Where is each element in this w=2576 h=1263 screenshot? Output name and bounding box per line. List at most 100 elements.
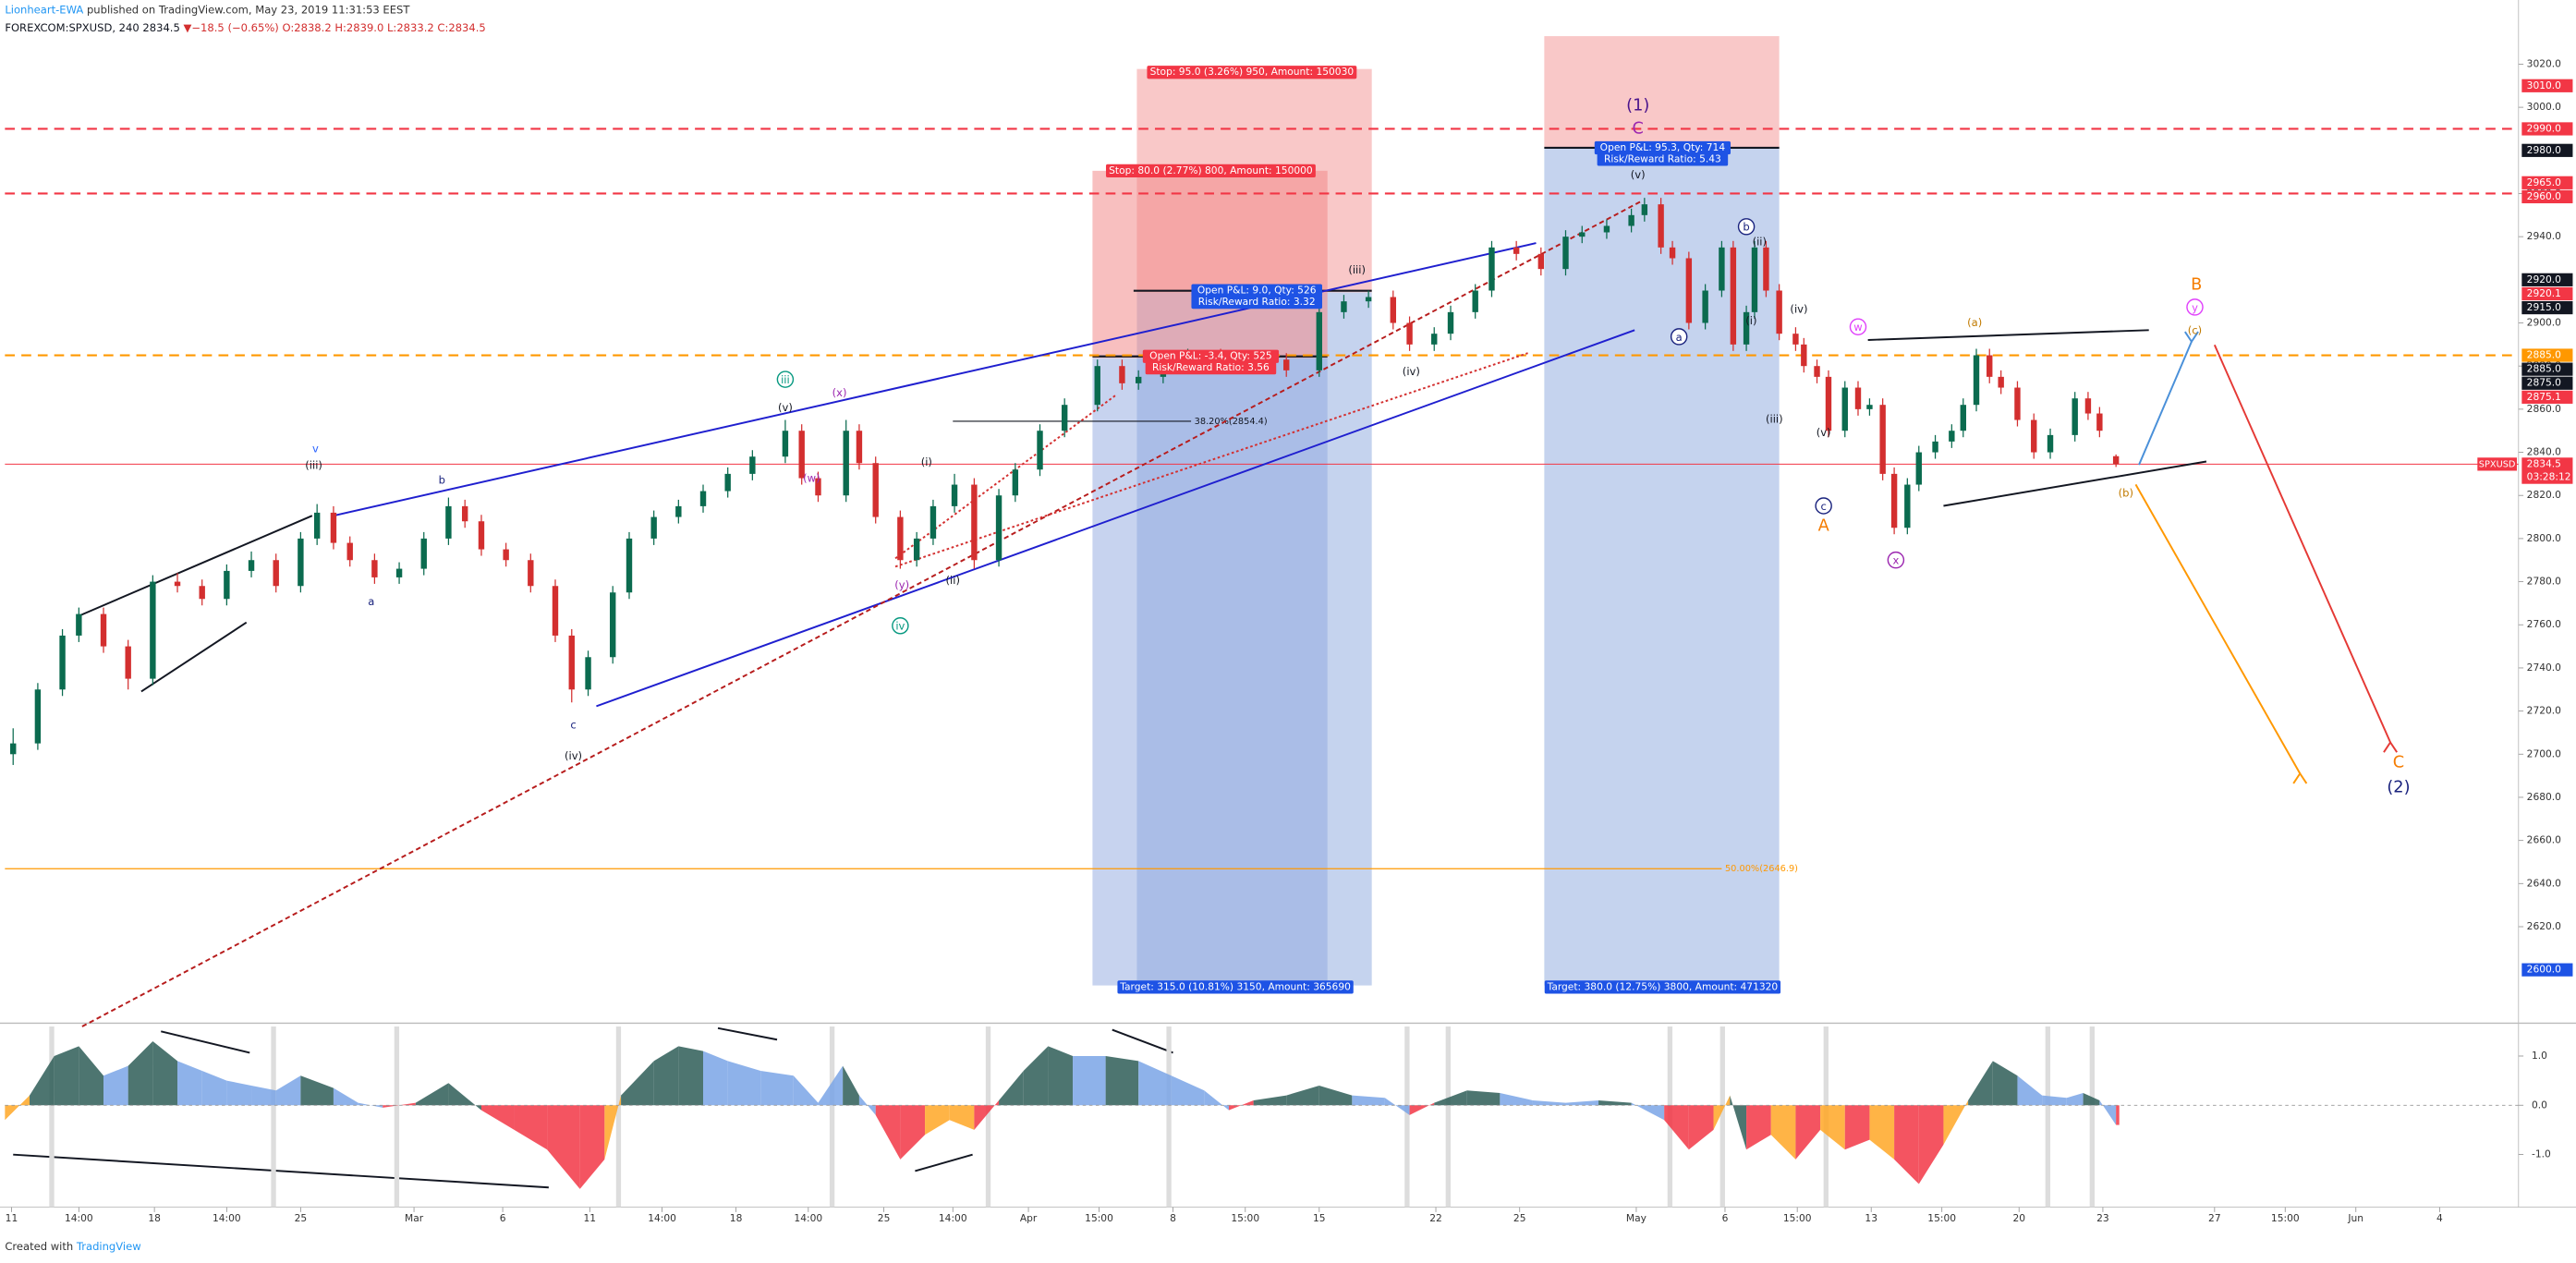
trend-line [161,1030,250,1054]
candle-body [330,512,337,543]
candle-body [610,592,616,658]
candle-body [346,542,353,561]
candle-body [1562,237,1569,270]
candle-body [2096,413,2103,431]
candle-body [856,431,863,464]
last-symbol-bg [2477,457,2517,471]
oscillator-area [1770,1105,1796,1160]
oscillator-area [1318,1085,1353,1106]
candle-body [298,538,304,587]
candle-body [1915,452,1922,485]
candle-body [273,560,279,587]
price-tag-label: 2980.0 [2527,144,2562,156]
trend-line [1867,329,2149,341]
candle-body [568,635,575,690]
candle-body [1135,376,1142,383]
oscillator-area [2116,1105,2120,1125]
oscillator-area [1073,1055,1106,1106]
wave-label: y [2192,301,2198,314]
osc-tick-label: -1.0 [2532,1148,2551,1160]
oscillator-area [2042,1095,2067,1106]
oscillator-area [54,1046,79,1106]
price-tag [2521,300,2573,315]
candle-body [1702,290,1708,323]
x-tick-label: 15:00 [1927,1212,1956,1224]
oscillator-area [999,1070,1024,1106]
wave-label: a [1676,331,1683,344]
oscillator-area [201,1070,227,1106]
oscillator-area [1532,1099,1566,1106]
wave-label: (iii) [1348,263,1366,276]
candle-body [1890,473,1898,528]
oscillator-area [843,1065,859,1106]
candle-body [626,538,633,593]
position-label: Open P&L: 95.3, Qty: 714 [1600,141,1726,153]
candle-body [1792,334,1799,345]
oscillator-area [621,1061,654,1106]
x-tick-label: May [1626,1212,1646,1224]
session-marker [1404,1026,1410,1208]
session-marker [394,1026,400,1208]
oscillator-area [480,1105,515,1130]
wave-label: w [1853,321,1862,334]
oscillator-area [604,1095,622,1160]
change: −18.5 (−0.65%) [191,21,278,34]
wave-circle [1815,497,1832,515]
footer: Created with TradingView [5,1240,140,1253]
candle-body [1513,247,1520,254]
trend-line [1943,460,2207,507]
candle-body [1488,247,1495,291]
wave-label: c [1820,500,1826,513]
session-marker [271,1026,276,1208]
oscillator-area [949,1105,975,1130]
oscillator-area [727,1061,761,1106]
candle-body [724,473,731,492]
candle-body [224,570,230,600]
candle-body [313,512,321,539]
x-tick-label: 25 [295,1212,308,1224]
price-tag [2521,362,2573,376]
x-tick-label: Jun [2347,1212,2363,1224]
position-zone [1092,170,1328,358]
wave-label: (iv) [565,749,582,762]
candle-body [1904,484,1911,528]
oscillator-area [875,1105,901,1160]
position-label: Risk/Reward Ratio: 3.56 [1152,361,1270,373]
trend-line [78,515,313,617]
wave-label: (b) [2119,487,2133,500]
candle-body [1685,258,1693,323]
candle-body [59,635,66,690]
candle-body [125,646,131,679]
session-marker [985,1026,991,1208]
candle-body [930,505,937,539]
session-marker [1719,1026,1725,1208]
position-label: Open P&L: -3.4, Qty: 525 [1149,350,1272,362]
oscillator-area [1466,1090,1501,1106]
price-tag-label: 2875.0 [2527,377,2562,389]
oscillator-area [1286,1085,1319,1106]
candle-body [1283,359,1290,370]
session-marker [49,1026,55,1208]
oscillator-area [1894,1105,1919,1184]
position-label: Open P&L: 9.0, Qty: 526 [1197,285,1317,297]
candle-body [2072,398,2078,435]
x-tick-label: 14:00 [648,1212,676,1224]
price-tag [2521,79,2573,92]
candle-body [1012,469,1019,496]
price-tag [2521,963,2573,977]
candle-body [445,505,452,539]
session-marker [1445,1026,1452,1208]
candle-body [1316,311,1322,370]
wave-label: (iii) [1766,413,1783,426]
candle-body [1866,405,1873,409]
trend-line [2213,344,2391,743]
candle-body [461,505,468,522]
published: published on TradingView.com, May 23, 20… [87,3,410,16]
x-tick-label: 4 [2436,1212,2443,1224]
candle-body [100,613,107,647]
oscillator-area [1844,1105,1870,1150]
y-tick-label: 2640.0 [2527,877,2562,889]
x-tick-label: Apr [1020,1212,1038,1224]
oscillator-area [2066,1092,2084,1106]
price-tag-label: 2600.0 [2527,964,2562,976]
